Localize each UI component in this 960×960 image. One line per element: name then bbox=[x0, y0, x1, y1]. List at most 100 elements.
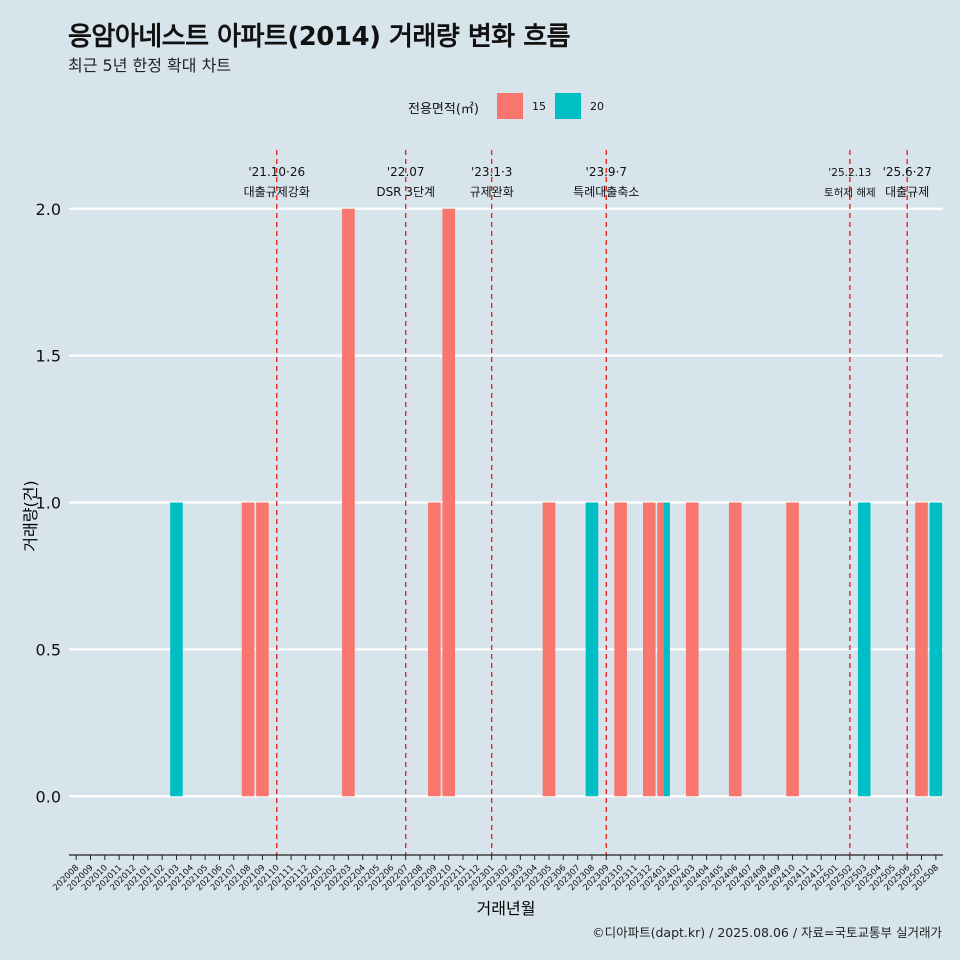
event-date: '25.6·27 bbox=[883, 165, 932, 179]
y-tick-label: 1.0 bbox=[36, 494, 61, 513]
x-tick-label: 202201 bbox=[295, 863, 325, 893]
x-tick-label: 202303 bbox=[495, 863, 525, 893]
bar bbox=[685, 502, 699, 797]
x-tick-label: 202506 bbox=[882, 863, 912, 893]
x-tick-label: 202012 bbox=[109, 863, 139, 893]
x-tick-label: 202403 bbox=[667, 863, 697, 893]
x-tick-label: 202507 bbox=[897, 863, 927, 893]
x-tick-label: 202407 bbox=[725, 863, 755, 893]
event-label: 대출규제 bbox=[885, 185, 929, 199]
bar bbox=[929, 502, 943, 797]
x-tick-label: 202301 bbox=[467, 863, 497, 893]
x-tick-label: 202204 bbox=[338, 863, 368, 893]
event-date: '23.1·3 bbox=[471, 165, 512, 179]
event-label: DSR 3단계 bbox=[376, 185, 435, 199]
event-date: '21.10·26 bbox=[248, 165, 305, 179]
x-tick-label: 202405 bbox=[696, 863, 726, 893]
x-tick-label: 202010 bbox=[80, 863, 110, 893]
x-tick-label: 202412 bbox=[796, 863, 826, 893]
event-date: '25.2.13 bbox=[828, 167, 871, 179]
x-tick-label: 202408 bbox=[739, 863, 769, 893]
x-axis-title: 거래년월 bbox=[477, 899, 536, 918]
y-tick-label: 2.0 bbox=[36, 200, 61, 219]
bar bbox=[728, 502, 742, 797]
x-tick-label: 202209 bbox=[409, 863, 439, 893]
event-label: 대출규제강화 bbox=[244, 185, 310, 199]
legend-label-15: 15 bbox=[532, 100, 546, 113]
x-tick-label: 202110 bbox=[252, 863, 282, 893]
bar bbox=[170, 502, 183, 797]
legend-key-15 bbox=[497, 93, 523, 119]
bar bbox=[585, 502, 599, 797]
chart-title: 응암아네스트 아파트(2014) 거래량 변화 흐름 bbox=[68, 22, 571, 52]
x-tick-label: 202208 bbox=[395, 863, 425, 893]
bar bbox=[442, 208, 455, 797]
x-tick-label: 202104 bbox=[166, 863, 196, 893]
x-tick-label: 202205 bbox=[352, 863, 382, 893]
x-tick-label: 202202 bbox=[309, 863, 339, 893]
x-tick-label: 202305 bbox=[524, 863, 554, 893]
event-date: '23.9·7 bbox=[586, 165, 627, 179]
y-tick-label: 0.0 bbox=[36, 787, 61, 806]
bar bbox=[542, 502, 556, 797]
x-tick-label: 202009 bbox=[66, 863, 96, 893]
bar bbox=[786, 502, 799, 797]
x-tick-label: 202406 bbox=[710, 863, 740, 893]
x-tick-label: 202309 bbox=[581, 863, 611, 893]
x-tick-label: 202508 bbox=[911, 863, 941, 893]
x-tick-label: 202105 bbox=[180, 863, 210, 893]
bar bbox=[614, 502, 627, 797]
x-tick-label: 202402 bbox=[653, 863, 683, 893]
legend-label-20: 20 bbox=[590, 100, 604, 113]
x-tick-label: 202306 bbox=[538, 863, 568, 893]
bar bbox=[342, 208, 355, 797]
bar bbox=[857, 502, 871, 797]
x-tick-label: 202102 bbox=[137, 863, 167, 893]
x-tick-label: 202502 bbox=[825, 863, 855, 893]
y-tick-label: 0.5 bbox=[36, 640, 61, 659]
x-tick-label: 202302 bbox=[481, 863, 511, 893]
x-tick-label: 202404 bbox=[682, 863, 712, 893]
x-tick-label: 202109 bbox=[238, 863, 268, 893]
x-tick-label: 202112 bbox=[281, 863, 311, 893]
event-label: 규제완화 bbox=[470, 185, 514, 199]
x-tick-label: 202103 bbox=[152, 863, 182, 893]
x-tick-label: 202211 bbox=[438, 863, 468, 893]
x-tick-label: 202312 bbox=[624, 863, 654, 893]
bar bbox=[915, 502, 928, 797]
source-caption: ©디아파트(dapt.kr) / 2025.08.06 / 자료=국토교통부 실… bbox=[592, 925, 942, 940]
event-date: '22.07 bbox=[387, 165, 425, 179]
bar bbox=[642, 502, 656, 797]
x-tick-label: 202505 bbox=[868, 863, 898, 893]
x-tick-label: 202203 bbox=[323, 863, 353, 893]
x-tick-label: 202308 bbox=[567, 863, 597, 893]
x-tick-label: 202212 bbox=[452, 863, 482, 893]
legend-title: 전용면적(㎡) bbox=[408, 102, 479, 117]
x-tick-label: 202107 bbox=[209, 863, 239, 893]
x-tick-label: 202401 bbox=[639, 863, 669, 893]
x-tick-label: 202304 bbox=[510, 863, 540, 893]
chart-subtitle: 최근 5년 한정 확대 차트 bbox=[68, 56, 232, 75]
x-tick-label: 202409 bbox=[753, 863, 783, 893]
x-tick-label: 202307 bbox=[553, 863, 583, 893]
x-tick-label: 202501 bbox=[811, 863, 841, 893]
bar bbox=[428, 502, 441, 797]
y-axis-title: 거래량(건) bbox=[21, 480, 40, 551]
bar bbox=[256, 502, 269, 797]
x-tick-label: 202008 bbox=[51, 863, 81, 893]
x-tick-label: 202207 bbox=[381, 863, 411, 893]
legend: 전용면적(㎡) 15 20 bbox=[0, 92, 960, 122]
bar bbox=[241, 502, 255, 797]
event-label: 특례대출축소 bbox=[573, 185, 639, 199]
x-tick-label: 202410 bbox=[768, 863, 798, 893]
x-tick-label: 202111 bbox=[266, 863, 296, 893]
x-tick-label: 202503 bbox=[839, 863, 869, 893]
bar bbox=[657, 502, 664, 797]
x-tick-label: 202011 bbox=[94, 863, 124, 893]
x-tick-label: 202108 bbox=[223, 863, 253, 893]
x-tick-label: 202411 bbox=[782, 863, 812, 893]
x-tick-label: 202101 bbox=[123, 863, 153, 893]
x-tick-label: 202210 bbox=[424, 863, 454, 893]
